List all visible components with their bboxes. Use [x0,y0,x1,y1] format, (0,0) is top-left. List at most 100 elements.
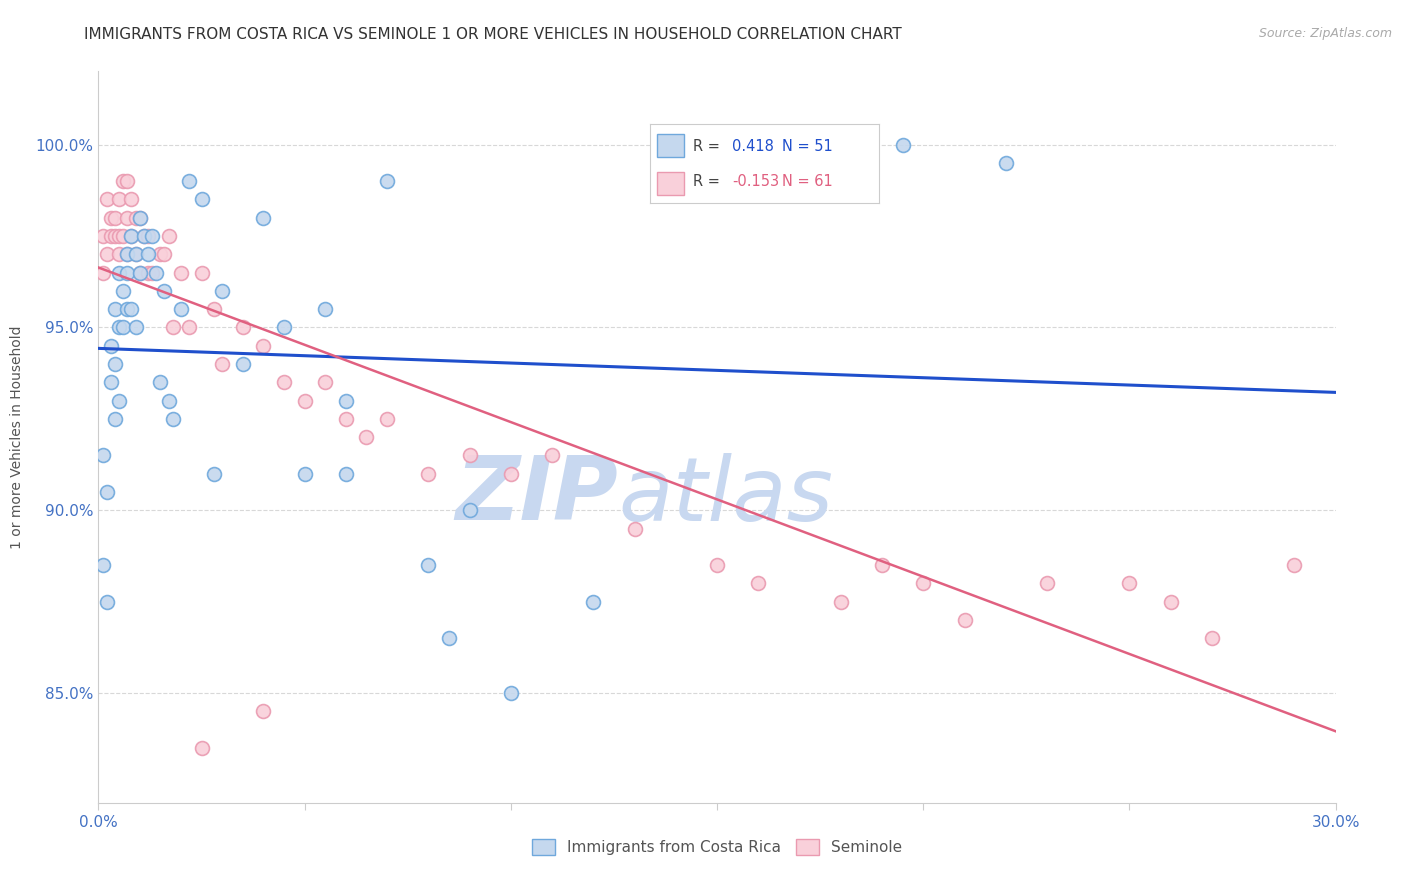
Point [418,558,440,573]
Point [100,339,122,353]
Point [190,193,212,207]
Point [124,211,146,225]
Point [170,302,193,317]
Point [117,266,139,280]
Text: R =: R = [693,174,724,188]
Point [136,266,159,280]
Point [747,576,769,591]
Point [120,229,142,244]
Point [157,229,180,244]
Point [120,302,142,317]
Point [190,266,212,280]
Point [294,467,316,481]
Point [1284,558,1306,573]
Point [335,412,357,426]
Point [153,284,176,298]
Point [162,320,184,334]
Point [273,320,295,334]
Point [132,229,155,244]
Point [96,247,118,261]
Point [120,193,142,207]
Point [141,266,163,280]
Point [582,595,605,609]
Point [117,211,139,225]
Point [104,302,127,317]
Text: atlas: atlas [619,452,832,539]
Text: 0.418: 0.418 [733,139,773,153]
Point [128,211,150,225]
Point [108,393,131,408]
Point [356,430,378,444]
Legend: Immigrants from Costa Rica, Seminole: Immigrants from Costa Rica, Seminole [526,833,908,861]
Point [153,247,176,261]
Point [375,412,398,426]
Point [96,193,118,207]
Point [128,266,150,280]
Point [499,467,522,481]
Point [112,229,135,244]
Text: IMMIGRANTS FROM COSTA RICA VS SEMINOLE 1 OR MORE VEHICLES IN HOUSEHOLD CORRELATI: IMMIGRANTS FROM COSTA RICA VS SEMINOLE 1… [84,27,903,42]
Point [891,137,914,152]
Point [211,357,233,371]
Point [335,467,357,481]
Point [104,412,127,426]
Point [124,247,146,261]
Point [314,376,336,390]
Point [117,174,139,188]
Point [437,632,460,646]
Point [100,229,122,244]
Point [112,174,135,188]
Point [136,247,159,261]
Point [91,266,114,280]
Text: R =: R = [693,139,724,153]
Point [108,229,131,244]
Point [136,229,159,244]
Point [145,266,167,280]
Point [232,357,254,371]
Point [830,595,852,609]
Point [252,339,274,353]
Point [100,211,122,225]
Point [870,558,893,573]
Point [108,247,131,261]
Point [273,376,295,390]
Point [128,211,150,225]
Point [179,174,201,188]
Point [91,449,114,463]
Point [96,485,118,500]
Point [141,229,163,244]
Point [953,613,976,627]
Bar [657,134,685,157]
Y-axis label: 1 or more Vehicles in Household: 1 or more Vehicles in Household [10,326,24,549]
Point [149,247,172,261]
Point [124,247,146,261]
Point [294,393,316,408]
Point [96,595,118,609]
Point [458,503,481,517]
Point [912,576,935,591]
Point [418,467,440,481]
Text: Source: ZipAtlas.com: Source: ZipAtlas.com [1258,27,1392,40]
Point [104,211,127,225]
Point [108,193,131,207]
Point [706,558,728,573]
Point [91,229,114,244]
Point [112,284,135,298]
Point [179,320,201,334]
Point [117,247,139,261]
Point [117,247,139,261]
Point [149,376,172,390]
Point [1160,595,1182,609]
Point [190,741,212,756]
Text: ZIP: ZIP [456,452,619,539]
Point [100,376,122,390]
Point [157,393,180,408]
Point [1201,632,1223,646]
Point [128,266,150,280]
Point [458,449,481,463]
Point [104,229,127,244]
Point [232,320,254,334]
Point [120,229,142,244]
Point [117,302,139,317]
Point [170,266,193,280]
